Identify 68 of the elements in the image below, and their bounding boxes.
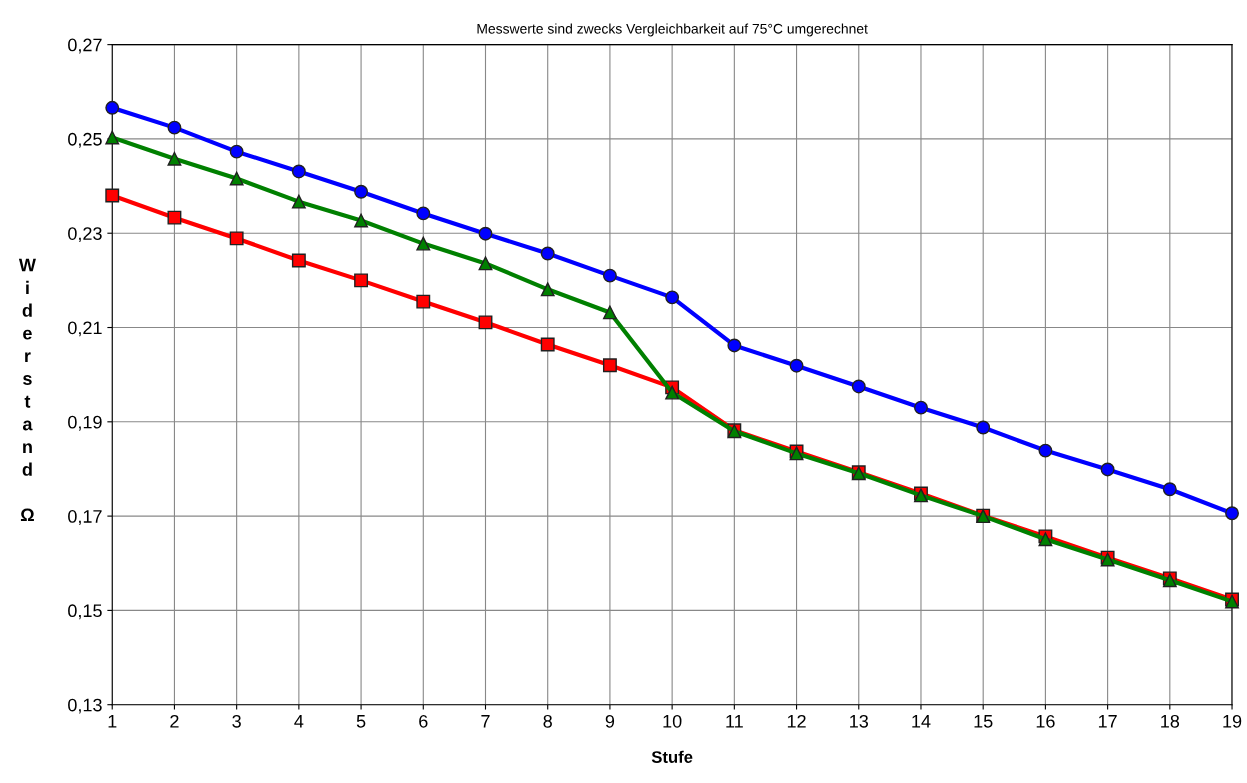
y-tick-label: 0,23 [68,227,102,243]
chart-title: Messwerte sind zwecks Vergleichbarkeit auf 75°C umgerechnet [477,23,868,37]
x-tick-label: 9 [605,714,615,728]
point [478,256,493,271]
point [167,120,182,135]
point [229,144,244,159]
x-tick-label: 6 [419,714,428,728]
point [851,379,866,394]
point [167,151,182,166]
point [354,184,369,199]
x-tick-label: 7 [481,715,490,728]
point [416,236,431,251]
x-tick-label: 12 [787,714,806,728]
y-tick-label: 0,25 [68,132,102,148]
point [540,337,555,352]
y-tick-label: 0,21 [68,321,102,337]
y-tick-label: 0,19 [68,415,102,431]
point [602,358,617,373]
point [354,273,369,288]
point [1038,443,1053,458]
y-tick-label: 0,17 [68,510,102,525]
x-tick-label: 2 [170,714,179,728]
point [478,226,493,241]
x-tick-label: 4 [294,715,304,728]
point [665,290,680,305]
x-tick-label: 15 [974,715,993,728]
x-tick-label: 19 [1223,714,1242,728]
point [105,100,120,115]
point [291,253,306,268]
point [291,164,306,179]
x-tick-label: 11 [726,715,743,728]
point [167,210,182,225]
x-tick-label: 14 [912,715,931,728]
point [1225,506,1239,521]
y-tick-label: 0,13 [68,698,102,714]
point [291,194,306,209]
point [416,206,431,221]
point [105,188,120,203]
y-tick-label: 0,27 [68,38,102,54]
point [229,231,244,246]
point [540,246,555,261]
x-axis-title: Stufe [651,750,693,763]
x-tick-label: 1 [108,715,117,728]
point [789,358,804,373]
point [1100,462,1115,477]
x-tick-label: 8 [543,714,552,728]
text: Widerstand Ω [18,258,36,522]
x-tick-label: 3 [232,714,241,728]
point [540,282,555,297]
point [105,130,120,145]
point [602,305,617,320]
point [976,420,991,435]
point [602,268,617,283]
point [727,338,742,353]
point [478,315,493,330]
point [914,400,928,415]
point [665,385,680,400]
y-tick-label: 0,15 [68,604,102,620]
x-tick-label: 10 [663,714,682,728]
x-tick-label: 5 [356,715,366,728]
point [354,213,369,228]
x-tick-label: 17 [1098,715,1117,728]
point [416,294,431,309]
x-tick-label: 13 [850,714,869,728]
x-tick-label: 16 [1036,714,1055,728]
x-tick-label: 18 [1161,714,1180,728]
point [229,171,244,186]
point [1162,482,1177,497]
